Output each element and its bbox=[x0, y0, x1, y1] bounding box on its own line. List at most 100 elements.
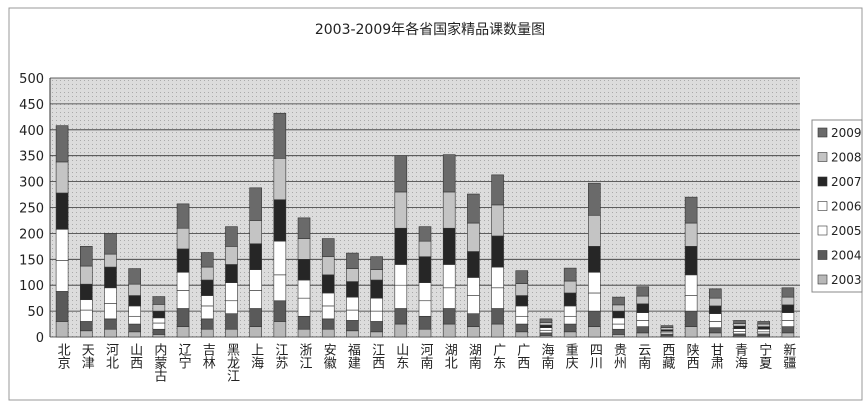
bar-segment bbox=[370, 331, 383, 338]
bar-segment bbox=[539, 322, 553, 326]
bar-segment bbox=[733, 325, 746, 330]
legend-label: 2009 bbox=[831, 126, 862, 140]
bar-segment bbox=[249, 220, 262, 245]
bar-segment bbox=[321, 238, 335, 258]
bar-segment bbox=[297, 217, 311, 239]
bar-segment bbox=[442, 154, 456, 193]
bar-segment bbox=[394, 264, 408, 286]
bar-segment bbox=[321, 328, 335, 338]
bar-segment bbox=[225, 300, 238, 314]
bar-segment bbox=[515, 331, 529, 338]
bar-segment bbox=[588, 310, 601, 327]
bar-segment bbox=[225, 226, 238, 247]
bar-segment bbox=[467, 295, 480, 314]
bar-segment bbox=[321, 305, 335, 320]
bar-segment bbox=[152, 322, 166, 330]
bar-segment bbox=[757, 328, 771, 333]
bar-segment bbox=[176, 227, 190, 250]
y-tick-label: 300 bbox=[19, 176, 44, 191]
bar-segment bbox=[733, 331, 746, 335]
bar-segment bbox=[321, 292, 335, 307]
bar-segment bbox=[104, 233, 117, 255]
bar-segment bbox=[733, 320, 746, 324]
bar-segment bbox=[273, 300, 287, 322]
x-tick-label: 黑龙江 bbox=[224, 343, 240, 382]
bar-segment bbox=[563, 323, 577, 333]
x-tick-label: 安徽 bbox=[321, 343, 337, 369]
x-tick-label: 北京 bbox=[55, 343, 70, 369]
bar-segment bbox=[781, 287, 795, 298]
bar-segment bbox=[757, 331, 771, 335]
bar-segment bbox=[539, 327, 553, 331]
bar-segment bbox=[55, 228, 69, 261]
bar-segment bbox=[370, 269, 383, 281]
bar-segment bbox=[370, 310, 383, 322]
bar-segment bbox=[394, 323, 408, 338]
bar-segment bbox=[297, 315, 311, 330]
bar-segment bbox=[55, 260, 69, 292]
y-tick-label: 250 bbox=[19, 202, 44, 217]
bar-segment bbox=[128, 331, 141, 338]
bar-segment bbox=[55, 321, 69, 338]
bar-segment bbox=[636, 326, 650, 334]
bar-segment bbox=[225, 246, 238, 265]
legend-label: 2005 bbox=[831, 224, 862, 238]
bar-segment bbox=[636, 332, 650, 338]
x-tick-label: 青海 bbox=[732, 343, 748, 369]
bar-segment bbox=[346, 268, 359, 282]
bar-segment bbox=[467, 193, 480, 224]
bar-segment bbox=[346, 330, 359, 338]
bar-segment bbox=[297, 238, 311, 260]
bar-segment bbox=[515, 270, 529, 284]
bar-segment bbox=[79, 309, 93, 322]
bar-segment bbox=[249, 187, 262, 221]
bar-segment bbox=[467, 222, 480, 252]
chart-title: 2003-2009年各省国家精品课数量图 bbox=[315, 21, 545, 38]
x-tick-label: 新疆 bbox=[780, 342, 796, 369]
legend-label: 2006 bbox=[831, 200, 862, 214]
x-tick-label: 湖南 bbox=[466, 343, 482, 369]
bar-segment bbox=[491, 174, 504, 206]
bar-segment bbox=[467, 326, 480, 338]
bar-segment bbox=[79, 265, 93, 285]
x-tick-label: 上海 bbox=[248, 343, 263, 369]
x-tick-label: 福建 bbox=[345, 343, 361, 370]
bar-segment bbox=[491, 323, 504, 338]
bar-segment bbox=[709, 332, 722, 338]
bar-segment bbox=[539, 329, 553, 334]
bar-segment bbox=[297, 279, 311, 299]
bar-segment bbox=[176, 326, 190, 338]
bar-segment bbox=[297, 297, 311, 317]
bar-segment bbox=[79, 330, 93, 338]
bar-segment bbox=[128, 323, 141, 333]
bar-segment bbox=[370, 256, 383, 270]
bar-segment bbox=[781, 326, 795, 334]
bar-segment bbox=[104, 253, 117, 268]
bar-segment bbox=[79, 246, 93, 267]
x-tick-label: 贵州 bbox=[611, 343, 627, 369]
y-tick-label: 500 bbox=[19, 72, 44, 87]
bar-segment bbox=[273, 112, 287, 159]
x-tick-label: 甘肃 bbox=[708, 343, 724, 369]
bar-segment bbox=[442, 264, 456, 289]
bar-segment bbox=[418, 256, 432, 283]
bar-segment bbox=[152, 334, 166, 338]
bar-segment bbox=[346, 296, 359, 311]
bar-segment bbox=[563, 315, 577, 325]
bar-segment bbox=[757, 333, 771, 337]
bar-segment bbox=[636, 286, 650, 297]
bar-segment bbox=[104, 328, 117, 338]
bar-segment bbox=[225, 282, 238, 302]
bar-segment bbox=[491, 308, 504, 325]
x-tick-label: 西藏 bbox=[659, 343, 675, 369]
bar-segment bbox=[563, 305, 577, 317]
bar-segment bbox=[418, 328, 432, 338]
bar-segment bbox=[733, 333, 746, 337]
bar-segment bbox=[684, 326, 698, 338]
bar-segment bbox=[394, 191, 408, 229]
bar-segment bbox=[55, 161, 69, 194]
bar-segment bbox=[612, 310, 625, 319]
bar-segment bbox=[442, 308, 456, 325]
x-tick-label: 陕西 bbox=[684, 343, 700, 369]
